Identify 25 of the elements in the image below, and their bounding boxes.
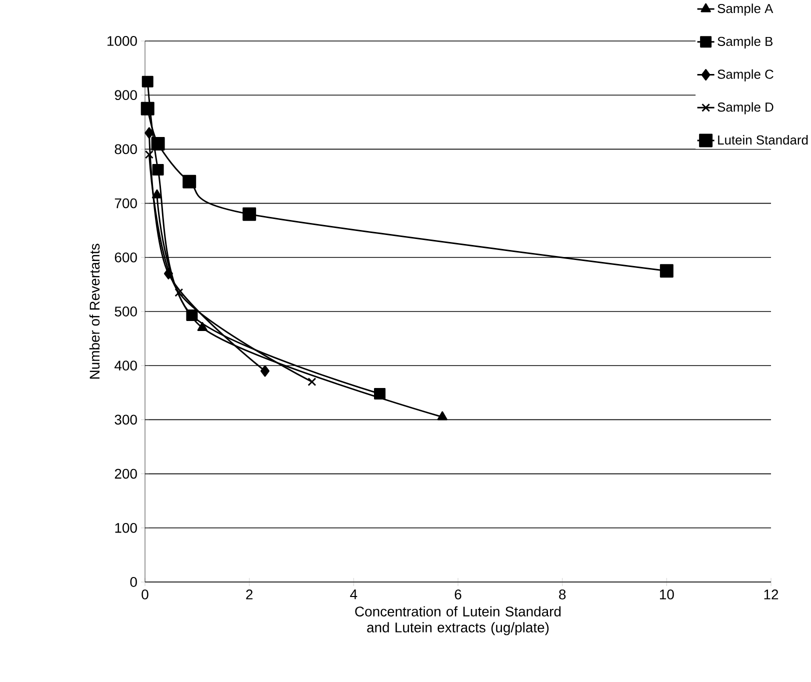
y-tick-label: 300	[114, 414, 137, 425]
x-tick-label: 8	[559, 590, 566, 600]
y-tick-label: 600	[114, 252, 137, 262]
y-tick-label: 1000	[108, 36, 137, 46]
y-tick-label: 100	[115, 522, 137, 533]
y-tick-label: 400	[114, 360, 137, 371]
legend-label: Sample C	[718, 69, 774, 82]
y-axis-title: Number of Revertants	[89, 244, 100, 379]
legend-label: Sample D	[718, 102, 774, 114]
legend-label: Lutein Standard	[718, 135, 808, 145]
y-tick-label: 800	[114, 144, 137, 154]
y-tick-label: 500	[114, 306, 137, 316]
legend-label: Sample B	[718, 36, 773, 49]
legend-label: Sample A	[718, 4, 774, 16]
x-tick-label: 4	[350, 590, 358, 600]
x-tick-label: 12	[764, 590, 778, 600]
y-tick-label: 700	[114, 198, 137, 208]
y-tick-label: 0	[130, 577, 137, 587]
y-tick-label: 200	[114, 468, 137, 479]
x-axis-title: Concentration of Lutein Standard and Lutein extracts (ug/plate)	[355, 606, 561, 636]
x-tick-label: 6	[454, 590, 462, 600]
x-tick-label: 10	[660, 590, 674, 600]
x-tick-label: 2	[246, 590, 253, 600]
y-tick-label: 900	[114, 90, 137, 100]
x-tick-label: 0	[142, 590, 148, 600]
